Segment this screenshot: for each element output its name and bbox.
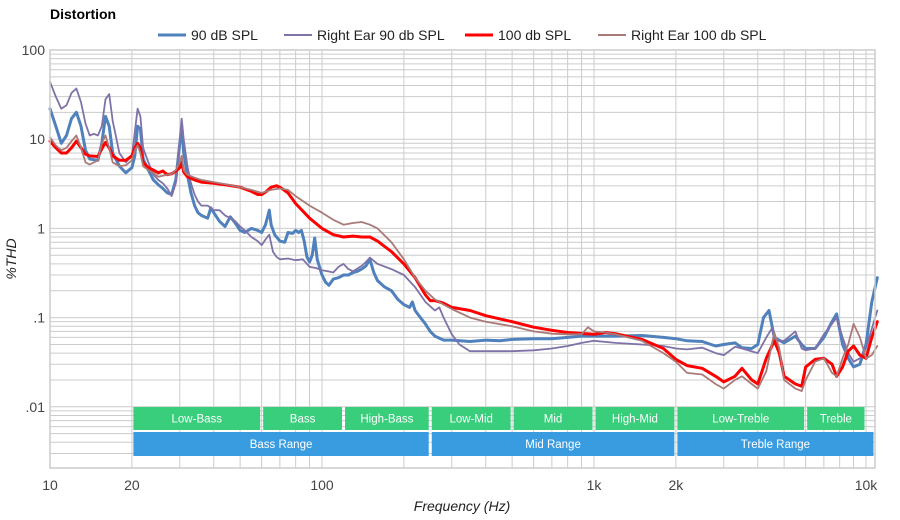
x-tick-label: 10 — [42, 477, 58, 493]
legend-item[interactable]: Right Ear 90 db SPL — [284, 27, 445, 43]
x-tick-label: 10k — [855, 477, 879, 493]
band-high-bass: High-Bass — [345, 407, 429, 430]
band-label: Low-Mid — [449, 414, 492, 426]
x-tick-label: 2k — [668, 477, 684, 493]
x-tick-label: 20 — [124, 477, 140, 493]
band-rect — [133, 407, 261, 430]
band-label: Low-Bass — [172, 414, 223, 426]
band-rect — [431, 407, 511, 430]
series-line-right-ear-100-db-spl — [49, 134, 879, 392]
legend-item[interactable]: 100 db SPL — [465, 27, 571, 43]
band-label: Bass — [290, 414, 316, 426]
band-mid-range: Mid Range — [431, 432, 675, 456]
band-rect — [595, 407, 675, 430]
band-label: High-Bass — [360, 414, 413, 426]
band-low-mid: Low-Mid — [431, 407, 511, 430]
band-rect — [807, 407, 865, 430]
band-bass-range: Bass Range — [133, 432, 429, 456]
band-low-bass: Low-Bass — [133, 407, 261, 430]
band-low-treble: Low-Treble — [677, 407, 805, 430]
legend-label: Right Ear 100 db SPL — [631, 27, 767, 43]
chart-title: Distortion — [50, 6, 116, 22]
band-rect — [677, 432, 874, 456]
band-rect — [133, 432, 429, 456]
legend-label: Right Ear 90 db SPL — [317, 27, 445, 43]
y-axis-label: %THD — [3, 238, 19, 279]
band-label: Mid Range — [525, 439, 581, 451]
series-lines — [48, 80, 879, 392]
legend-label: 100 db SPL — [498, 27, 571, 43]
band-label: Treble — [820, 414, 852, 426]
plot-border — [49, 49, 876, 469]
band-rect — [677, 407, 805, 430]
y-tick-label: 10 — [29, 131, 45, 147]
legend-item[interactable]: Right Ear 100 db SPL — [598, 27, 767, 43]
band-label: High-Mid — [612, 414, 658, 426]
legend-item[interactable]: 90 dB SPL — [158, 27, 258, 43]
plot-frame — [49, 49, 876, 469]
band-treble-range: Treble Range — [677, 432, 874, 456]
band-label: Low-Treble — [712, 414, 769, 426]
band-high-mid: High-Mid — [595, 407, 675, 430]
y-tick-label: .01 — [26, 399, 46, 415]
grid — [49, 49, 875, 468]
band-mid: Mid — [513, 407, 593, 430]
band-label: Mid — [544, 414, 563, 426]
frequency-bands: Low-Bass Bass High-Bass Low-Mid Mid High-Mid L… — [133, 407, 874, 456]
x-tick-label: 1k — [587, 477, 603, 493]
band-rect — [513, 407, 593, 430]
y-tick-label: .1 — [33, 310, 45, 326]
y-tick-label: 1 — [37, 220, 45, 236]
legend-label: 90 dB SPL — [191, 27, 258, 43]
series-line-90-db-spl — [48, 107, 879, 369]
x-axis-ticks: 10 20 100 1k 2k 10k — [42, 477, 878, 493]
series-line-right-ear-90-db-spl — [49, 80, 879, 363]
band-treble: Treble — [807, 407, 865, 430]
y-axis-ticks: 100 10 1 .1 .01 — [22, 42, 46, 415]
band-rect — [263, 407, 343, 430]
band-label: Treble Range — [741, 439, 810, 451]
band-bass: Bass — [263, 407, 343, 430]
x-axis-label: Frequency (Hz) — [414, 498, 510, 514]
band-label: Bass Range — [250, 439, 313, 451]
y-tick-label: 100 — [22, 42, 46, 58]
legend: 90 dB SPL Right Ear 90 db SPL 100 db SPL Ri… — [158, 27, 767, 43]
x-tick-label: 100 — [310, 477, 334, 493]
band-rect — [431, 432, 675, 456]
band-rect — [345, 407, 429, 430]
